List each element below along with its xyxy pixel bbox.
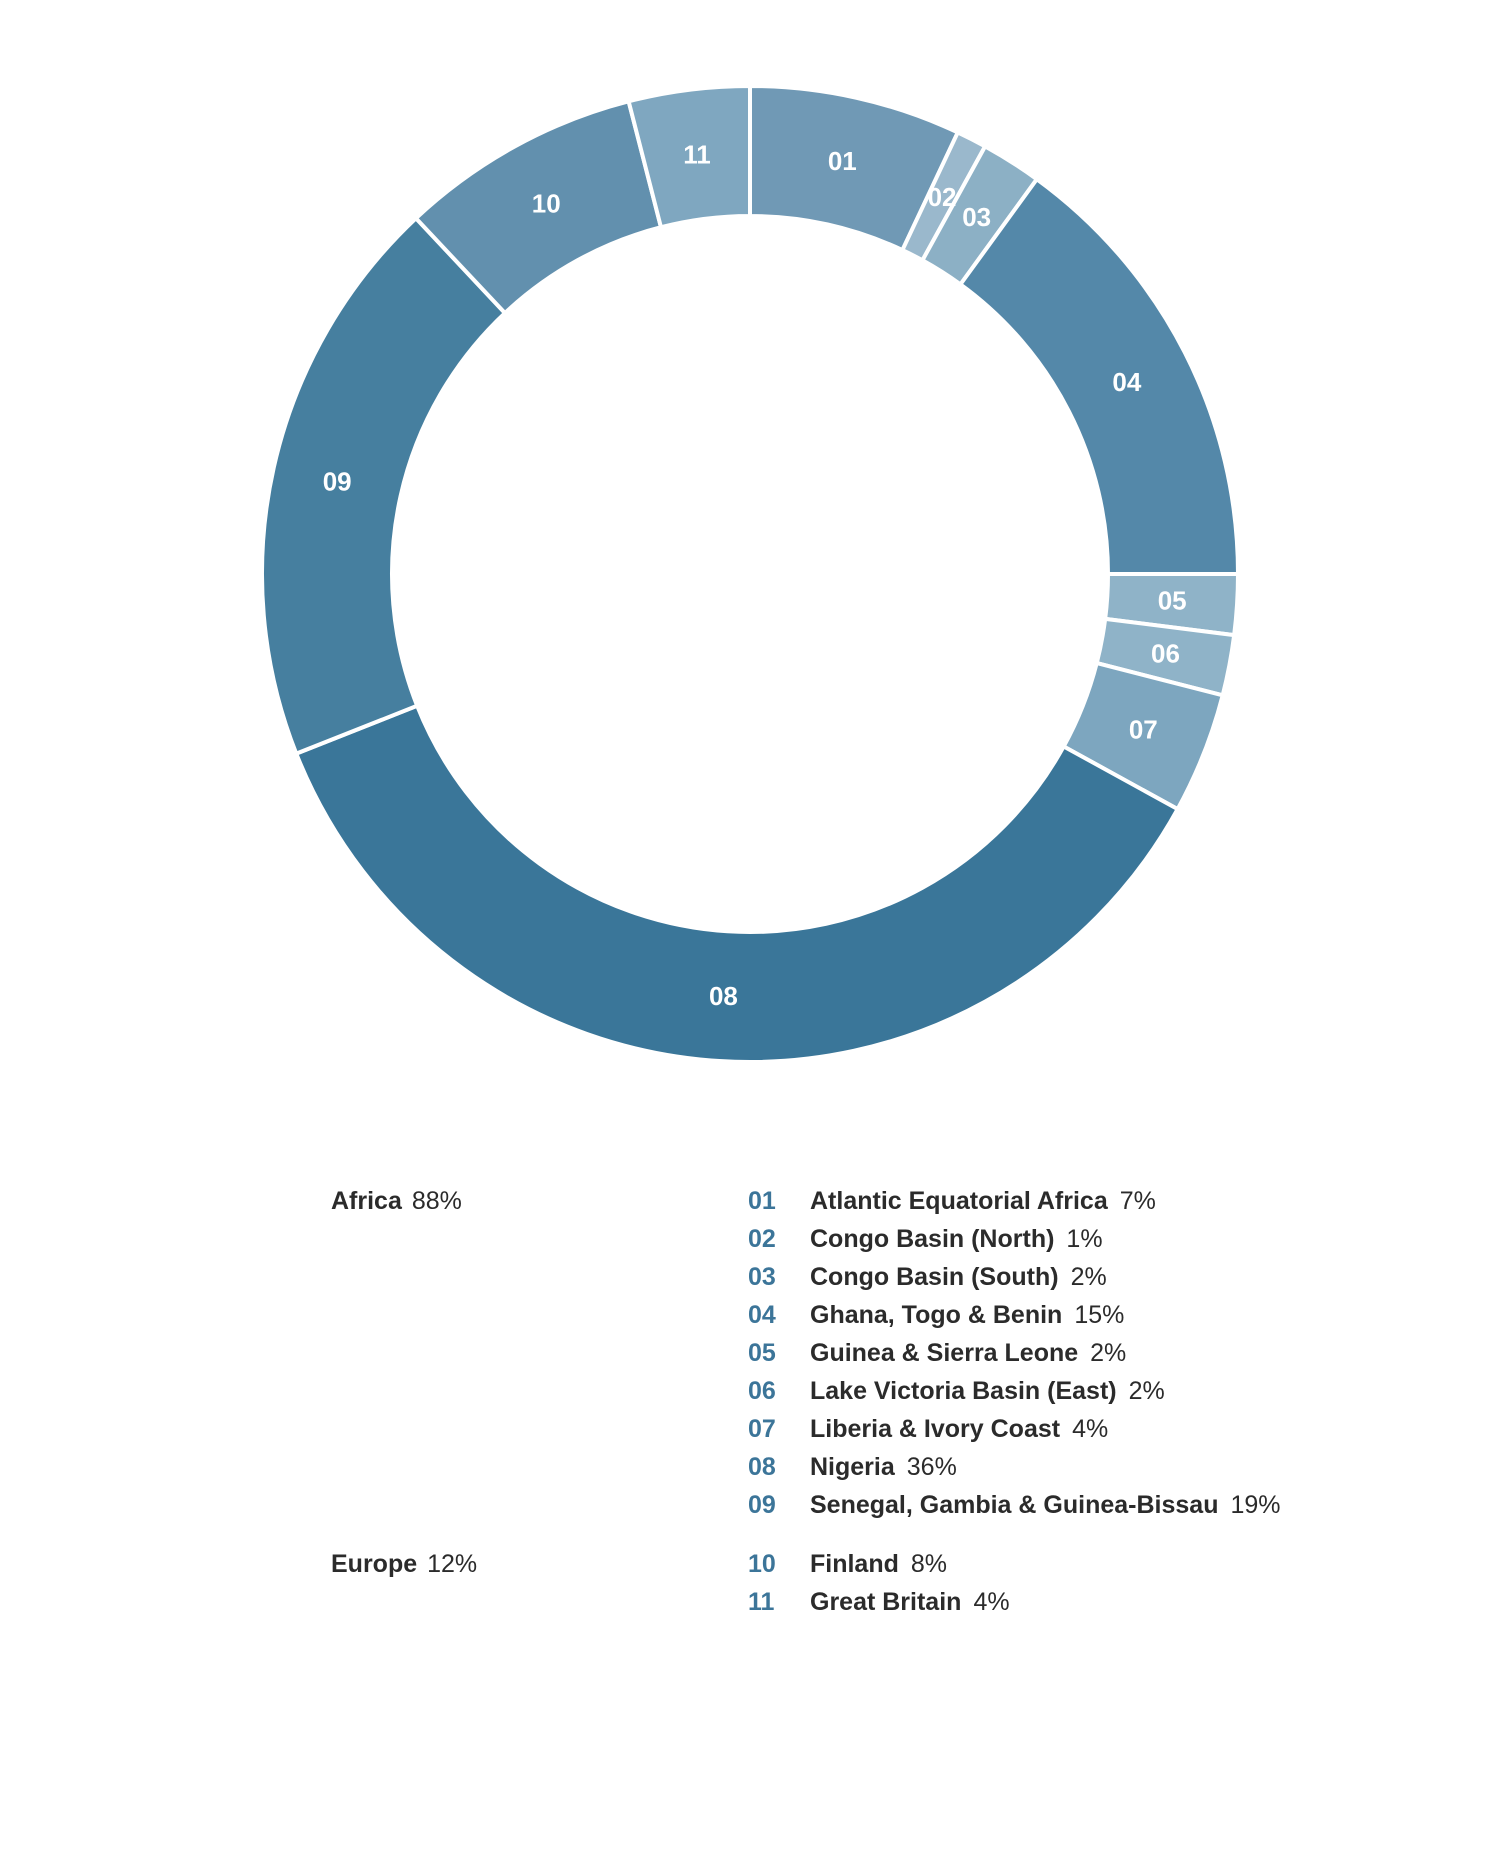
donut-segment-label-07: 07	[1129, 715, 1158, 745]
legend-group-africa: Africa 88%	[331, 1187, 462, 1216]
legend-entry-pct: 4%	[973, 1588, 1010, 1616]
donut-segment-label-01: 01	[828, 146, 857, 176]
legend-entry-code: 01	[748, 1187, 776, 1215]
legend-entry-code: 10	[748, 1550, 776, 1578]
legend-entry-code: 03	[748, 1263, 776, 1291]
legend-entry-name: Congo Basin (North)	[810, 1225, 1055, 1253]
donut-segment-label-02: 02	[928, 182, 957, 212]
legend-entry-code: 05	[748, 1339, 776, 1367]
legend-entry-name: Liberia & Ivory Coast	[810, 1415, 1061, 1443]
legend-entry-pct: 15%	[1074, 1301, 1125, 1329]
legend-entry-pct: 2%	[1070, 1263, 1107, 1291]
legend-entry-name: Guinea & Sierra Leone	[810, 1339, 1079, 1367]
legend-entry-pct: 4%	[1072, 1415, 1109, 1443]
legend-entry-07: 07 Liberia & Ivory Coast 4%	[748, 1415, 1108, 1444]
legend-entry-02: 02 Congo Basin (North) 1%	[748, 1225, 1103, 1254]
legend-entry-10: 10 Finland 8%	[748, 1550, 947, 1579]
donut-segment-label-08: 08	[709, 981, 738, 1011]
legend-group-name: Africa	[331, 1187, 402, 1215]
legend-entry-name: Ghana, Togo & Benin	[810, 1301, 1063, 1329]
legend-entry-pct: 2%	[1128, 1377, 1165, 1405]
legend-entry-pct: 8%	[910, 1550, 948, 1578]
donut-segment-label-10: 10	[532, 188, 561, 218]
donut-segments	[260, 83, 1241, 1064]
legend-entry-pct: 1%	[1066, 1225, 1103, 1253]
legend-entry-name: Nigeria	[810, 1453, 895, 1481]
donut-segment-11	[626, 83, 752, 230]
legend-group-pct: 12%	[427, 1550, 478, 1578]
legend-entry-03: 03 Congo Basin (South) 2%	[748, 1263, 1107, 1292]
legend-entry-09: 09 Senegal, Gambia & Guinea-Bissau 19%	[748, 1491, 1281, 1520]
donut-segment-label-03: 03	[962, 202, 991, 232]
legend-entry-name: Atlantic Equatorial Africa	[810, 1187, 1108, 1215]
legend-entry-01: 01 Atlantic Equatorial Africa 7%	[748, 1187, 1156, 1216]
donut-segment-08	[293, 703, 1181, 1064]
legend-entry-08: 08 Nigeria 36%	[748, 1453, 957, 1482]
donut-segment-04	[957, 176, 1241, 576]
legend-entry-code: 04	[748, 1301, 776, 1329]
legend-entry-06: 06 Lake Victoria Basin (East) 2%	[748, 1377, 1165, 1406]
legend-entry-pct: 7%	[1119, 1187, 1156, 1215]
donut-segment-label-11: 11	[683, 139, 711, 169]
legend-entry-11: 11 Great Britain 4%	[748, 1588, 1010, 1617]
legend-entry-pct: 2%	[1090, 1339, 1127, 1367]
donut-segment-label-04: 04	[1112, 367, 1141, 397]
legend-entry-code: 11	[748, 1588, 775, 1616]
donut-segment-label-05: 05	[1158, 586, 1187, 616]
donut-segment-label-06: 06	[1151, 638, 1180, 668]
legend-entry-code: 09	[748, 1491, 776, 1519]
legend-entry-name: Lake Victoria Basin (East)	[810, 1377, 1117, 1405]
legend-entry-04: 04 Ghana, Togo & Benin 15%	[748, 1301, 1124, 1330]
legend-entry-name: Great Britain	[810, 1588, 962, 1616]
legend-entry-code: 06	[748, 1377, 776, 1405]
donut-segment-label-09: 09	[323, 467, 352, 497]
legend-entry-pct: 36%	[906, 1453, 957, 1481]
legend-entry-name: Congo Basin (South)	[810, 1263, 1059, 1291]
legend-entry-name: Senegal, Gambia & Guinea-Bissau	[810, 1491, 1219, 1519]
legend-entry-code: 07	[748, 1415, 776, 1443]
legend-entry-pct: 19%	[1230, 1491, 1281, 1519]
donut-segment-09	[260, 215, 508, 757]
legend-entry-code: 02	[748, 1225, 776, 1253]
legend-group-pct: 88%	[411, 1187, 462, 1215]
legend-entry-05: 05 Guinea & Sierra Leone 2%	[748, 1339, 1126, 1368]
legend-entry-code: 08	[748, 1453, 776, 1481]
legend-group-name: Europe	[331, 1550, 418, 1578]
legend-group-europe: Europe 12%	[331, 1550, 477, 1579]
legend-entry-name: Finland	[810, 1550, 899, 1578]
